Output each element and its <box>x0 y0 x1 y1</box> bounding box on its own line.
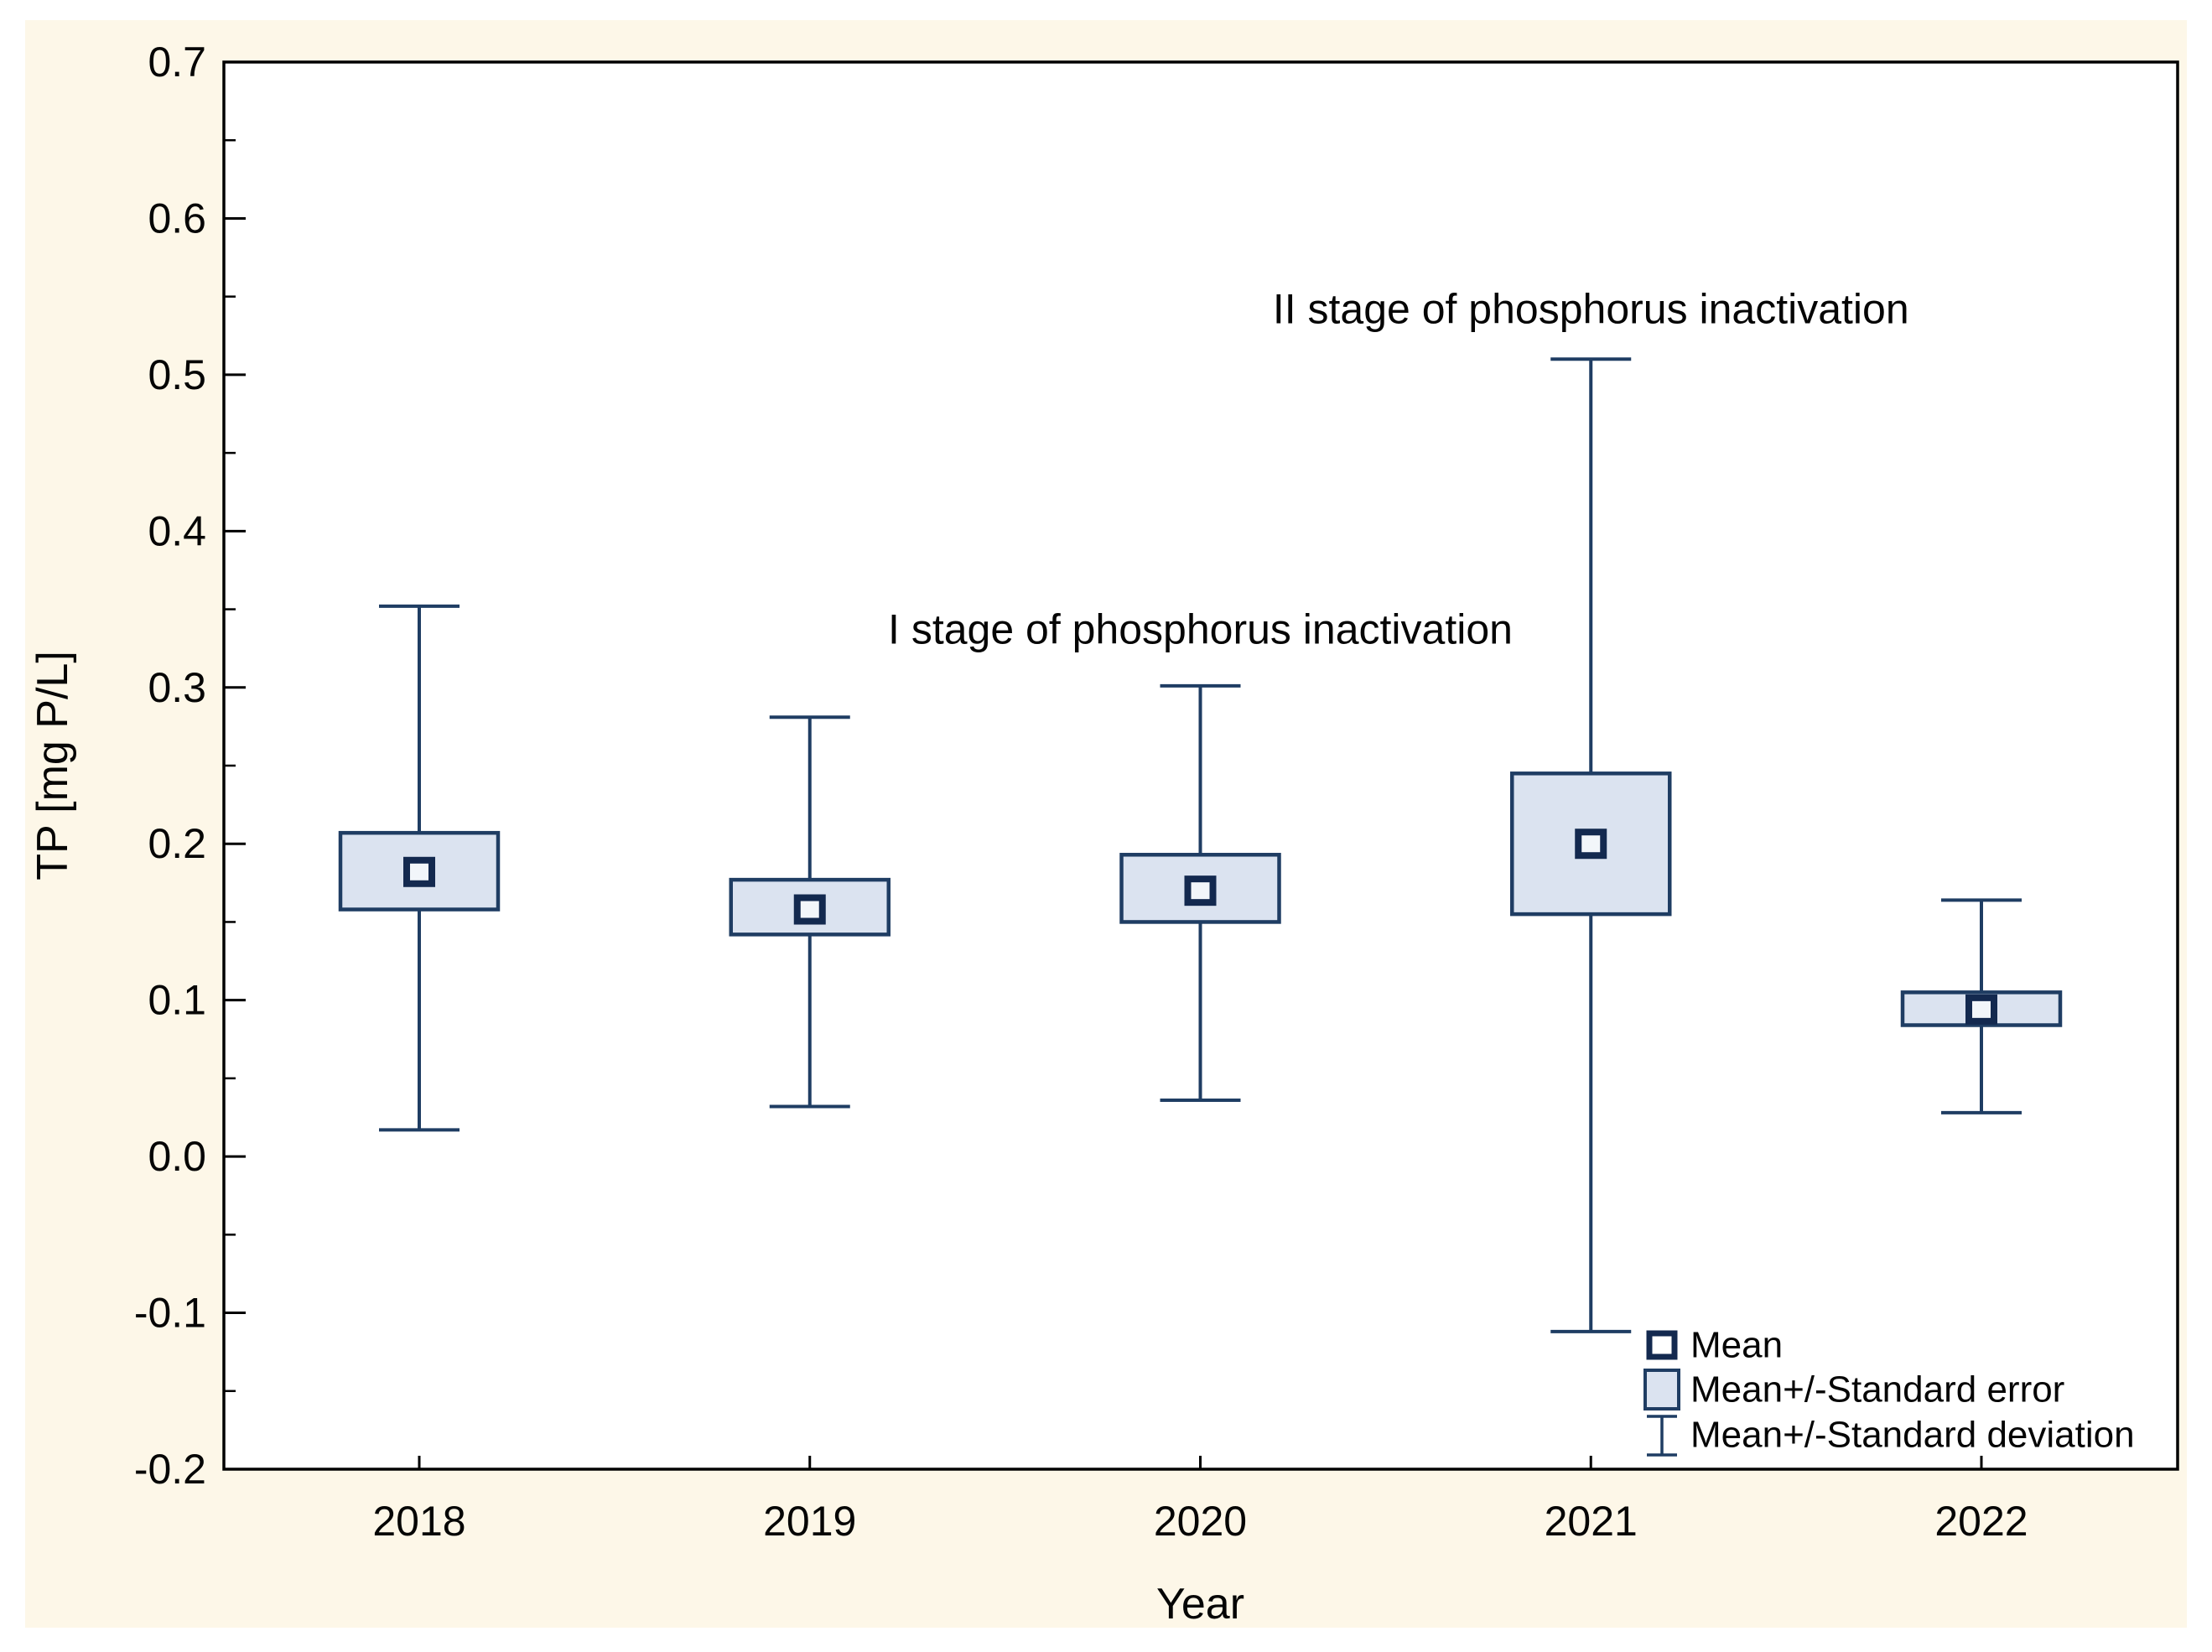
legend-sd-glyph <box>1647 1415 1677 1457</box>
y-tick-label: 0.2 <box>148 820 206 867</box>
legend-label: Mean+/-Standard deviation <box>1690 1415 2135 1456</box>
legend-label: Mean <box>1690 1325 1783 1366</box>
legend-se-glyph <box>1643 1369 1680 1410</box>
x-tick-label: 2020 <box>1154 1498 1247 1545</box>
y-tick-label: 0.3 <box>148 664 206 711</box>
y-tick-label: 0.5 <box>148 351 206 398</box>
mean-marker <box>1575 829 1607 860</box>
plot-frame <box>222 60 2179 1471</box>
y-tick-label: -0.2 <box>134 1446 206 1493</box>
legend-label: Mean+/-Standard error <box>1690 1369 2064 1410</box>
y-axis: 0.7 0.6 0.5 0.4 0.3 0.2 0.1 0.0 -0.1 -0.2 <box>134 39 246 1493</box>
box-group-2020 <box>1119 683 1281 1102</box>
x-tick-label: 2022 <box>1934 1498 2028 1545</box>
x-tick-label: 2018 <box>372 1498 465 1545</box>
mean-marker <box>1184 875 1217 907</box>
legend-mean-glyph <box>1646 1330 1678 1360</box>
box-group-2022 <box>1900 898 2063 1114</box>
y-tick-label: 0.6 <box>148 195 206 242</box>
x-axis-title: Year <box>1156 1580 1244 1629</box>
box-group-2019 <box>729 715 891 1109</box>
mean-marker <box>793 894 826 925</box>
y-axis-minor-ticks <box>224 138 236 1393</box>
x-tick-label: 2019 <box>763 1498 856 1545</box>
y-tick-label: 0.4 <box>148 507 206 554</box>
mean-marker <box>1965 994 1997 1025</box>
y-tick-label: 0.1 <box>148 977 206 1024</box>
box-group-2018 <box>338 604 501 1132</box>
mean-marker <box>403 856 435 887</box>
x-tick-label: 2021 <box>1545 1498 1638 1545</box>
annotation-stage-1: II stage of phosphorus inactivation <box>1273 285 1909 332</box>
y-tick-label: -0.1 <box>134 1290 206 1337</box>
y-tick-label: 0.7 <box>148 39 206 86</box>
y-axis-title: TP [mg P/L] <box>29 651 77 881</box>
y-tick-label: 0.0 <box>148 1133 206 1180</box>
box-group-2021 <box>1510 357 1672 1333</box>
annotation-stage-2: I stage of phosphorus inactivation <box>888 606 1513 653</box>
x-axis: 2018 2019 2020 2021 2022 <box>372 1456 2028 1545</box>
